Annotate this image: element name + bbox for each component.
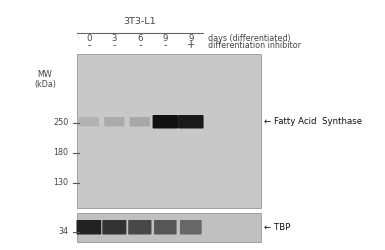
- FancyBboxPatch shape: [77, 220, 101, 234]
- Text: differentiation inhibitor: differentiation inhibitor: [208, 40, 301, 50]
- Text: days (differentiated): days (differentiated): [208, 34, 290, 43]
- Text: 0: 0: [86, 34, 92, 43]
- Text: 3: 3: [112, 34, 117, 43]
- FancyBboxPatch shape: [154, 220, 177, 234]
- Bar: [77, 212, 261, 242]
- FancyBboxPatch shape: [102, 220, 126, 234]
- Text: 9: 9: [162, 34, 168, 43]
- FancyBboxPatch shape: [178, 115, 204, 128]
- Text: ← TBP: ← TBP: [264, 223, 291, 232]
- FancyBboxPatch shape: [180, 220, 202, 234]
- Text: 250: 250: [54, 118, 69, 127]
- Text: -: -: [112, 40, 116, 50]
- Text: 3T3-L1: 3T3-L1: [124, 17, 156, 26]
- Text: ← Fatty Acid  Synthase: ← Fatty Acid Synthase: [264, 117, 362, 126]
- Text: 6: 6: [137, 34, 142, 43]
- Text: 130: 130: [54, 178, 69, 187]
- Text: 9: 9: [188, 34, 194, 43]
- Text: -: -: [138, 40, 142, 50]
- Text: 180: 180: [54, 148, 69, 157]
- Text: 34: 34: [59, 228, 69, 236]
- Text: +: +: [187, 40, 195, 50]
- Text: MW
(kDa): MW (kDa): [34, 70, 56, 89]
- FancyBboxPatch shape: [128, 220, 151, 234]
- FancyBboxPatch shape: [152, 115, 178, 128]
- FancyBboxPatch shape: [79, 117, 99, 126]
- Bar: [77, 54, 261, 208]
- Text: -: -: [87, 40, 90, 50]
- FancyBboxPatch shape: [104, 117, 124, 126]
- Text: -: -: [164, 40, 167, 50]
- FancyBboxPatch shape: [130, 117, 150, 126]
